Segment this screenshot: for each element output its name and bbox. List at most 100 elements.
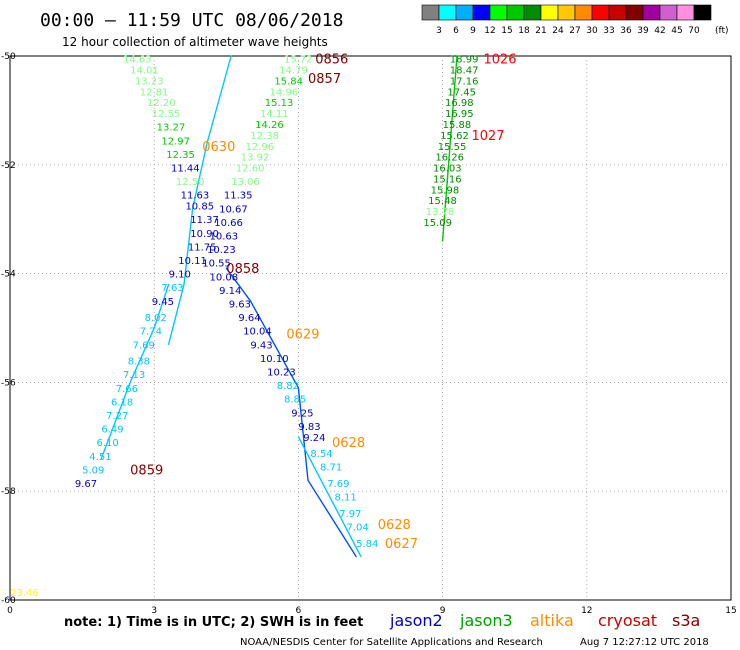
wave-height-value: 16.98 <box>445 98 474 109</box>
wave-height-value: 17.45 <box>447 87 476 98</box>
y-tick-label: -50 <box>1 52 16 62</box>
y-tick-label: -60 <box>1 596 16 606</box>
ground-track-line <box>225 267 357 558</box>
wave-height-value: 10.67 <box>219 204 248 215</box>
credit-line: NOAA/NESDIS Center for Satellite Applica… <box>240 637 543 648</box>
pass-time-label: 0859 <box>130 463 163 478</box>
colorbar-box <box>438 4 457 21</box>
wave-height-value: 7.27 <box>106 411 128 422</box>
wave-height-value: 9.10 <box>169 270 191 281</box>
wave-height-value: 13.23 <box>135 76 164 87</box>
pass-time-label: 0627 <box>385 537 418 552</box>
wave-height-value: 10.10 <box>260 354 289 365</box>
wave-height-value: 10.08 <box>209 272 238 283</box>
plot-frame <box>9 55 732 601</box>
wave-height-value: 13.78 <box>426 207 455 218</box>
wave-height-value: 11.63 <box>181 191 210 202</box>
wave-height-value: 8.11 <box>334 493 356 504</box>
wave-height-value: 5.09 <box>82 465 104 476</box>
colorbar-tick-label: 42 <box>654 26 665 36</box>
plot-grid <box>10 56 731 600</box>
pass-time-labels: 0856 0857 0630 0858 0629 0859 0628 0628 0627 1026… <box>130 53 516 552</box>
wave-height-value: 23.46 <box>10 588 39 599</box>
colorbar-box <box>608 4 627 21</box>
legend-altika: altika <box>530 611 574 630</box>
colorbar-tick-label: 12 <box>484 26 495 36</box>
wave-height-value: 12.97 <box>161 136 190 147</box>
colorbar-tick-label: 24 <box>552 26 564 36</box>
colorbar-box <box>574 4 593 21</box>
x-tick-label: 6 <box>296 606 302 616</box>
colorbar-box <box>659 4 678 21</box>
wave-height-value: 15.48 <box>428 196 457 207</box>
wave-height-value: 8.82 <box>277 381 299 392</box>
wave-height-value: 12.20 <box>147 98 176 109</box>
wave-height-value: 18.99 <box>450 55 479 66</box>
wave-height-value: 9.63 <box>229 300 251 311</box>
wave-height-value: 17.16 <box>450 76 479 87</box>
wave-height-value: 11.35 <box>224 191 253 202</box>
colorbar-box <box>506 4 525 21</box>
legend-jason2: jason2 <box>389 611 443 630</box>
wave-height-value: 15.72 <box>284 55 313 66</box>
wave-height-value: 12.81 <box>140 87 169 98</box>
wave-height-value: 12.60 <box>236 164 265 175</box>
wave-height-value: 10.11 <box>178 256 207 267</box>
colorbar-tick-label: 15 <box>501 26 512 36</box>
colorbar-box <box>676 4 695 21</box>
wave-height-value: 9.43 <box>250 340 272 351</box>
footer-note: note: 1) Time is in UTC; 2) SWH is in fe… <box>64 615 363 630</box>
colorbar-box <box>625 4 644 21</box>
wave-height-value: 8.71 <box>320 463 342 474</box>
colorbar-tick-label: 39 <box>637 26 649 36</box>
wave-height-value: 14.79 <box>279 66 308 77</box>
pass-time-label: 1027 <box>471 129 504 144</box>
wave-height-value: 11.44 <box>171 164 200 175</box>
colorbar-unit: (ft) <box>715 26 729 36</box>
wave-height-value: 10.55 <box>202 259 231 270</box>
wave-height-value: 7.13 <box>123 370 145 381</box>
pass-time-label: 1026 <box>483 53 516 68</box>
wave-height-value: 9.14 <box>219 286 241 297</box>
wave-height-value: 15.62 <box>440 131 469 142</box>
pass-time-label: 0856 <box>315 53 348 68</box>
wave-height-value: 15.13 <box>265 98 294 109</box>
wave-height-value: 7.04 <box>346 523 368 534</box>
pass-time-label: 0857 <box>308 72 341 87</box>
wave-height-value: 12.96 <box>246 142 275 153</box>
colorbar-box <box>557 4 576 21</box>
y-tick-label: -52 <box>1 161 16 171</box>
timestamp: Aug 7 12:27:12 UTC 2018 <box>580 637 709 648</box>
wave-height-value: 7.97 <box>339 509 361 520</box>
wave-height-value: 13.06 <box>231 177 260 188</box>
wave-height-value: 10.04 <box>243 327 272 338</box>
pass-time-label: 0630 <box>202 140 235 155</box>
wave-height-value: 11.37 <box>190 215 219 226</box>
colorbar-tick-label: 45 <box>671 26 682 36</box>
pass-time-label: 0628 <box>332 436 365 451</box>
wave-height-value: 8.02 <box>145 313 167 324</box>
colorbar-tick-label: 36 <box>620 26 632 36</box>
x-tick-label: 0 <box>7 606 13 616</box>
wave-height-value: 15.55 <box>438 142 467 153</box>
colorbar-box <box>540 4 559 21</box>
wave-height-value: 7.69 <box>327 479 349 490</box>
wave-height-value: 14.11 <box>260 109 289 120</box>
wave-height-value: 10.66 <box>214 218 243 229</box>
wave-height-value: 7.66 <box>116 384 138 395</box>
wave-height-value: 8.38 <box>128 357 150 368</box>
wave-height-value: 7.74 <box>140 327 162 338</box>
ground-track-line <box>297 436 362 558</box>
colorbar-tick-label: 30 <box>586 26 598 36</box>
wave-height-value: 9.64 <box>238 313 260 324</box>
colorbar-box <box>421 4 440 21</box>
y-tick-label: -56 <box>1 378 16 388</box>
wave-height-value: 14.01 <box>130 66 159 77</box>
y-tick-label: -54 <box>1 270 16 280</box>
wave-height-value: 16.26 <box>435 153 464 164</box>
ground-track-line <box>100 283 170 460</box>
colorbar-tick-label: 27 <box>569 26 580 36</box>
wave-height-value: 9.24 <box>303 433 325 444</box>
